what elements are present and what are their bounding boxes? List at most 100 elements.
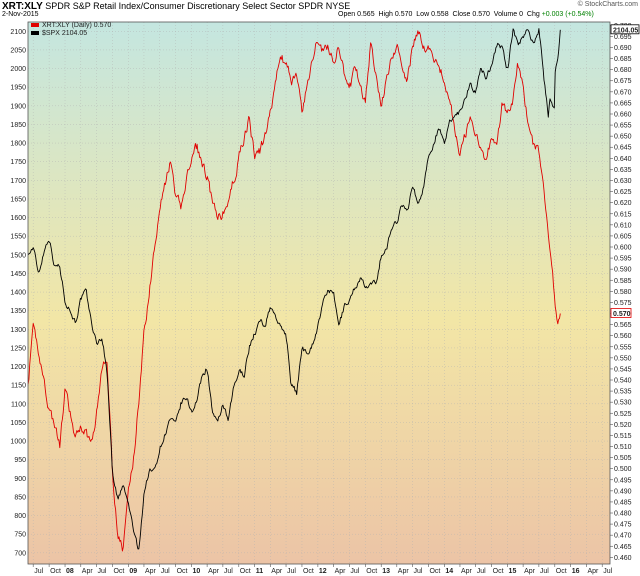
left-tick-label: 950: [14, 457, 26, 464]
high-value: 0.570: [394, 11, 413, 18]
x-tick-label: 16: [572, 568, 580, 575]
right-tick-label: 0.655: [614, 123, 632, 130]
right-tick-label: 0.660: [614, 111, 632, 118]
right-tick-label: 0.590: [614, 267, 632, 274]
x-tick-label: Jul: [603, 568, 612, 575]
last-value-labels: 2104.05 0.570: [610, 24, 640, 318]
right-tick-label: 0.505: [614, 455, 632, 462]
open-value: 0.565: [357, 11, 375, 18]
left-tick-label: 1150: [11, 383, 26, 390]
ratio-line: [28, 30, 561, 552]
right-tick-label: 0.545: [614, 366, 632, 373]
legend: XRT:XLY (Daily) 0.570$SPX 2104.05: [31, 22, 111, 37]
stockcharts-credit: © StockCharts.com: [577, 1, 638, 8]
x-tick-label: 11: [256, 568, 264, 575]
chart-header: XRT:XLY SPDR S&P Retail Index/Consumer D…: [2, 1, 350, 12]
left-tick-label: 1900: [10, 103, 26, 110]
right-tick-label: 0.620: [614, 200, 632, 207]
legend-ratio-swatch: [31, 23, 39, 27]
x-tick-label: Jul: [224, 568, 233, 575]
left-tick-label: 1500: [10, 252, 26, 259]
spx-line: [28, 28, 561, 550]
right-tick-label: 0.605: [614, 233, 632, 240]
left-tick-label: 1100: [11, 401, 26, 408]
left-tick-label: 1750: [10, 159, 26, 166]
right-tick-label: 0.465: [614, 544, 632, 551]
low-value: 0.558: [431, 11, 449, 18]
x-tick-label: Apr: [271, 568, 283, 575]
plot-frame: [27, 21, 611, 565]
right-tick-label: 0.520: [614, 422, 632, 429]
left-tick-label: 850: [14, 494, 26, 501]
x-tick-label: Apr: [335, 568, 347, 575]
left-tick-label: 1250: [10, 345, 26, 352]
right-tick-label: 0.695: [614, 34, 632, 41]
change-value: +0.003 (+0.54%): [541, 11, 594, 18]
x-tick-label: Oct: [177, 568, 188, 575]
close-value: 0.570: [472, 11, 490, 18]
left-tick-label: 900: [14, 476, 26, 483]
right-tick-label: 0.475: [614, 522, 632, 529]
x-tick-label: Jul: [34, 568, 43, 575]
left-tick-label: 1800: [10, 141, 26, 148]
x-tick-label: Jul: [350, 568, 359, 575]
legend-spx-swatch: [31, 31, 39, 35]
right-tick-label: 0.565: [614, 322, 632, 329]
left-tick-label: 2050: [10, 47, 26, 54]
plot-background: [28, 22, 610, 564]
spx-last-label: 2104.05: [613, 27, 638, 34]
x-tick-label: 12: [319, 568, 327, 575]
x-axis: Jul Oct 08 Apr Jul Oct 09 Apr Jul Oct 10 Apr Jul Oct 1…: [32, 564, 613, 575]
left-tick-label: 1200: [10, 364, 26, 371]
x-tick-label: 13: [382, 568, 390, 575]
left-tick-label: 1850: [10, 122, 26, 129]
right-tick-label: 0.645: [614, 145, 632, 152]
left-tick-label: 1650: [10, 196, 26, 203]
symbol-label: XRT:XLY: [2, 1, 43, 12]
x-tick-label: 08: [66, 568, 74, 575]
left-axis: 2100 2050 2000 1950 1900 1850 1800 1750 1700 1650…: [10, 29, 26, 558]
x-tick-label: Jul: [540, 568, 549, 575]
right-tick-label: 0.460: [614, 555, 632, 562]
right-tick-label: 0.585: [614, 278, 632, 285]
right-tick-label: 0.515: [614, 433, 632, 440]
left-tick-label: 1350: [10, 308, 26, 315]
left-tick-label: 1000: [10, 439, 26, 446]
right-tick-label: 0.610: [614, 222, 632, 229]
left-tick-label: 1400: [10, 290, 26, 297]
left-tick-label: 2100: [10, 29, 26, 36]
right-tick-label: 0.615: [614, 211, 632, 218]
volume-value: 0: [519, 11, 523, 18]
right-tick-label: 0.525: [614, 411, 632, 418]
left-tick-label: 750: [14, 532, 26, 539]
right-tick-label: 0.690: [614, 45, 632, 52]
x-tick-label: Apr: [145, 568, 157, 575]
right-tick-label: 0.495: [614, 477, 632, 484]
legend-spx-text: $SPX 2104.05: [42, 30, 87, 37]
right-tick-label: 0.550: [614, 355, 632, 362]
right-axis: 0.7000.6950.6900.6850.6800.6750.6700.665…: [610, 23, 632, 562]
x-tick-label: 15: [509, 568, 517, 575]
left-tick-label: 1450: [10, 271, 26, 278]
x-tick-label: Oct: [493, 568, 504, 575]
x-tick-label: Oct: [429, 568, 440, 575]
x-tick-label: Jul: [161, 568, 170, 575]
x-tick-label: 10: [193, 568, 201, 575]
right-tick-label: 0.670: [614, 89, 632, 96]
x-tick-label: Jul: [414, 568, 423, 575]
x-tick-label: Oct: [556, 568, 567, 575]
right-tick-label: 0.530: [614, 400, 632, 407]
left-tick-label: 700: [14, 550, 26, 557]
right-tick-label: 0.640: [614, 156, 632, 163]
left-tick-label: 2000: [10, 66, 26, 73]
right-tick-label: 0.600: [614, 245, 632, 252]
x-tick-label: Apr: [398, 568, 410, 575]
spx-last-box: [610, 24, 640, 35]
right-tick-label: 0.630: [614, 178, 632, 185]
chart-date: 2-Nov-2015: [2, 11, 39, 18]
right-tick-label: 0.540: [614, 378, 632, 385]
x-tick-label: Apr: [208, 568, 220, 575]
right-tick-label: 0.665: [614, 100, 632, 107]
left-tick-label: 1300: [10, 327, 26, 334]
